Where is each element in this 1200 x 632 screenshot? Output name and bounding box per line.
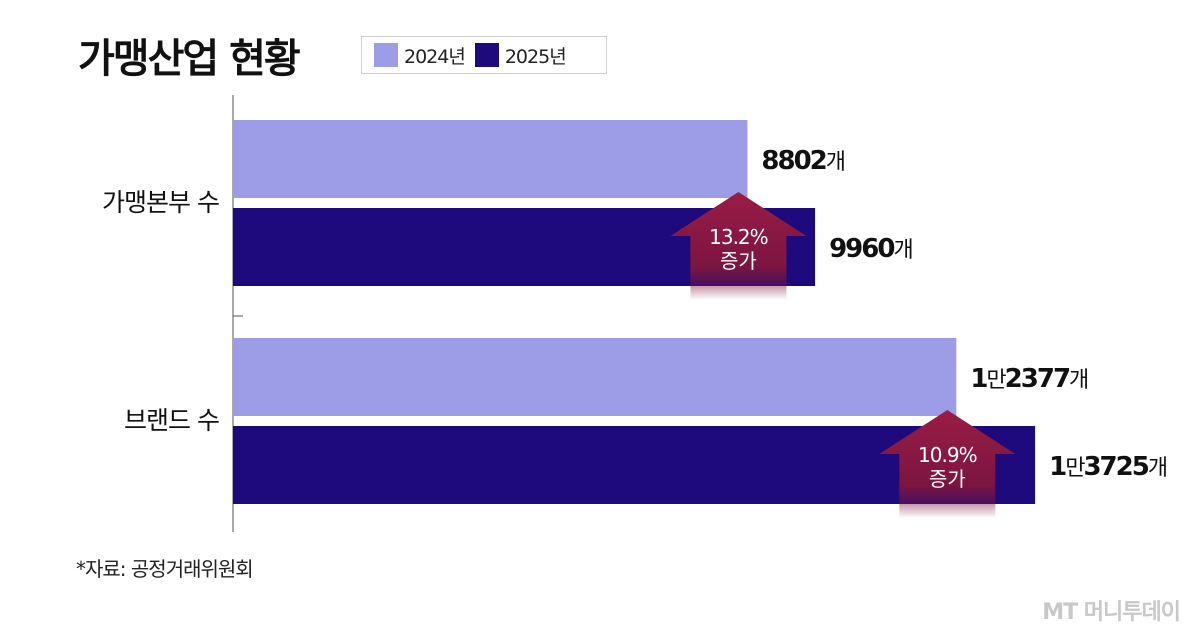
legend: 2024년 2025년 [361, 36, 607, 74]
legend-label-2025: 2025년 [504, 45, 567, 68]
bar [233, 120, 748, 198]
source-note: *자료: 공정거래위원회 [76, 557, 254, 581]
increase-percent: 10.9% [918, 443, 977, 467]
category-label: 브랜드 수 [124, 406, 219, 435]
increase-arrow [879, 410, 1016, 518]
increase-text: 증가 [720, 249, 757, 273]
legend-swatch-2025 [474, 43, 499, 67]
legend-item-2024: 2024년 [374, 42, 466, 69]
data-label: 8802개 [761, 146, 844, 176]
increase-text: 증가 [929, 467, 966, 491]
chart-title: 가맹산업 현황 [78, 36, 301, 82]
legend-swatch-2024 [374, 43, 398, 67]
legend-item-2025: 2025년 [474, 42, 567, 69]
increase-arrow [670, 192, 807, 300]
data-label: 1만3725개 [1049, 452, 1166, 482]
increase-percent: 13.2% [709, 225, 768, 249]
watermark-logo: MT 머니투데이 [1042, 600, 1181, 625]
data-label: 1만2377개 [970, 364, 1087, 394]
bar [233, 338, 957, 416]
legend-label-2024: 2024년 [404, 45, 466, 68]
category-label: 가맹본부 수 [102, 188, 219, 217]
data-label: 9960개 [829, 234, 912, 264]
